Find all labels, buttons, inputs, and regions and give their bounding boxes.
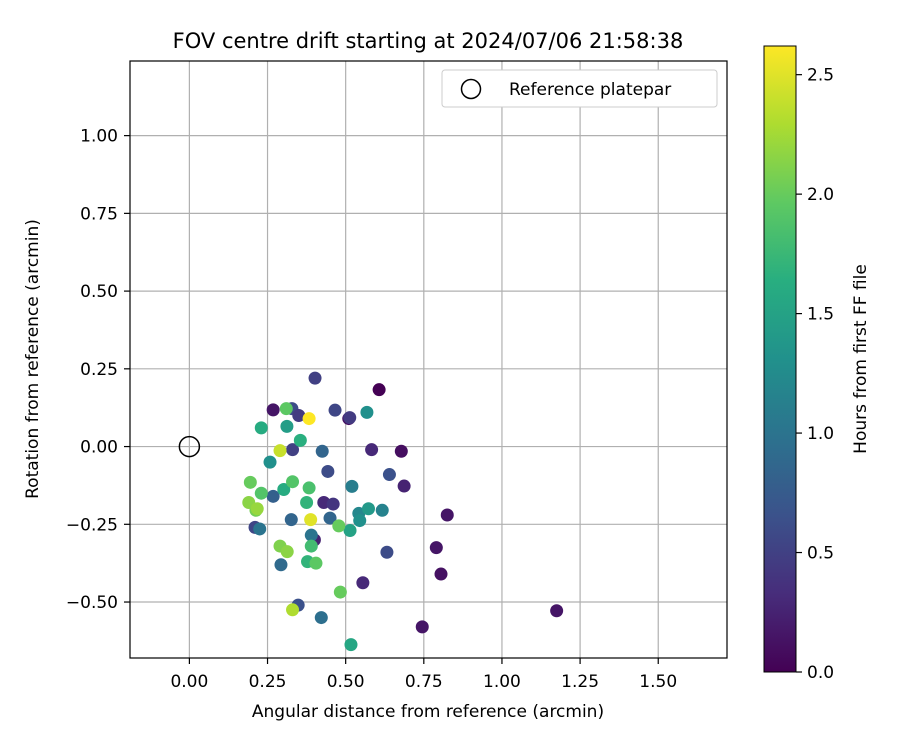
colorbar-tick-label: 2.5 [807, 66, 834, 86]
data-point [434, 567, 448, 581]
data-point [280, 545, 294, 559]
data-point [280, 419, 294, 433]
data-point [300, 496, 314, 510]
plot-frame [129, 60, 728, 659]
data-point [328, 403, 342, 417]
y-axis-ticks: −0.50 −0.25 0.00 0.25 0.50 0.75 1.00 [66, 127, 130, 613]
data-point [302, 412, 316, 426]
data-point [277, 482, 291, 496]
grid-lines [130, 61, 727, 658]
x-axis-ticks: 0.00 0.25 0.50 0.75 1.00 1.25 1.50 [170, 658, 677, 692]
data-point [440, 508, 454, 522]
x-tick-label: 1.50 [639, 672, 677, 692]
colorbar-tick-label: 0.5 [807, 544, 834, 564]
data-point [372, 383, 386, 397]
data-point [397, 479, 411, 493]
data-point [304, 539, 318, 553]
data-point [326, 497, 340, 511]
data-point [286, 603, 300, 617]
data-point [309, 556, 323, 570]
data-point [293, 433, 307, 447]
data-point [365, 443, 379, 457]
colorbar-tick-label: 2.0 [807, 185, 834, 205]
data-point [304, 513, 318, 527]
y-tick-label: 0.50 [80, 282, 118, 302]
data-point [343, 411, 357, 425]
data-point [394, 444, 408, 458]
x-tick-label: 1.25 [561, 672, 599, 692]
colorbar-tick-label: 1.0 [807, 424, 834, 444]
data-point [429, 541, 443, 555]
data-point [284, 513, 298, 527]
data-point [253, 522, 267, 536]
colorbar-gradient [763, 45, 797, 673]
legend-box [441, 69, 718, 108]
data-point [250, 502, 264, 516]
colorbar-label: Hours from first FF file [851, 264, 871, 454]
data-point [274, 558, 288, 572]
data-point [304, 528, 318, 542]
colorbar-tick-label: 1.5 [807, 305, 834, 325]
y-axis-label: Rotation from reference (arcmin) [23, 219, 43, 499]
data-point [323, 511, 337, 525]
data-point [292, 408, 306, 422]
data-point [254, 421, 268, 435]
legend: Reference platepar [441, 69, 718, 108]
chart-title: FOV centre drift starting at 2024/07/06 … [173, 29, 684, 53]
data-point [273, 444, 287, 458]
data-point [308, 371, 322, 385]
data-point [375, 503, 389, 517]
x-axis-label: Angular distance from reference (arcmin) [252, 702, 604, 722]
data-point [254, 486, 268, 500]
data-point [279, 402, 293, 416]
data-point [243, 475, 257, 489]
x-tick-label: 0.00 [170, 672, 208, 692]
data-point [302, 481, 316, 495]
data-point [361, 502, 375, 516]
data-point [380, 545, 394, 559]
x-tick-label: 1.00 [483, 672, 521, 692]
y-tick-label: −0.50 [66, 593, 118, 613]
y-tick-label: −0.25 [66, 515, 118, 535]
x-tick-label: 0.50 [327, 672, 365, 692]
y-tick-label: 1.00 [80, 127, 118, 147]
scatter-points [178, 371, 564, 652]
colorbar-ticks: 0.0 0.5 1.0 1.5 2.0 2.5 [796, 66, 834, 683]
legend-label-reference: Reference platepar [509, 80, 671, 100]
data-point [314, 611, 328, 625]
y-tick-label: 0.00 [80, 438, 118, 458]
data-point [345, 479, 359, 493]
data-point [382, 468, 396, 482]
data-point [263, 455, 277, 469]
colorbar-tick-label: 0.0 [807, 663, 834, 683]
data-point [550, 604, 564, 618]
data-point [266, 489, 280, 503]
y-tick-label: 0.25 [80, 360, 118, 380]
data-point [353, 514, 367, 528]
data-point [360, 405, 374, 419]
y-tick-label: 0.75 [80, 204, 118, 224]
data-point [415, 620, 429, 634]
data-point [332, 519, 346, 533]
x-tick-label: 0.25 [249, 672, 287, 692]
reference-platepar-marker [178, 435, 201, 458]
data-point [266, 403, 280, 417]
data-point [333, 585, 347, 599]
data-point [344, 638, 358, 652]
data-point [356, 576, 370, 590]
x-tick-label: 0.75 [405, 672, 443, 692]
data-point [321, 464, 335, 478]
legend-marker-reference [460, 78, 482, 100]
colorbar: 0.0 0.5 1.0 1.5 2.0 2.5 Hours from first FF f… [763, 45, 871, 683]
data-point [286, 475, 300, 489]
data-point [286, 443, 300, 457]
data-point [315, 444, 329, 458]
data-point [343, 524, 357, 538]
